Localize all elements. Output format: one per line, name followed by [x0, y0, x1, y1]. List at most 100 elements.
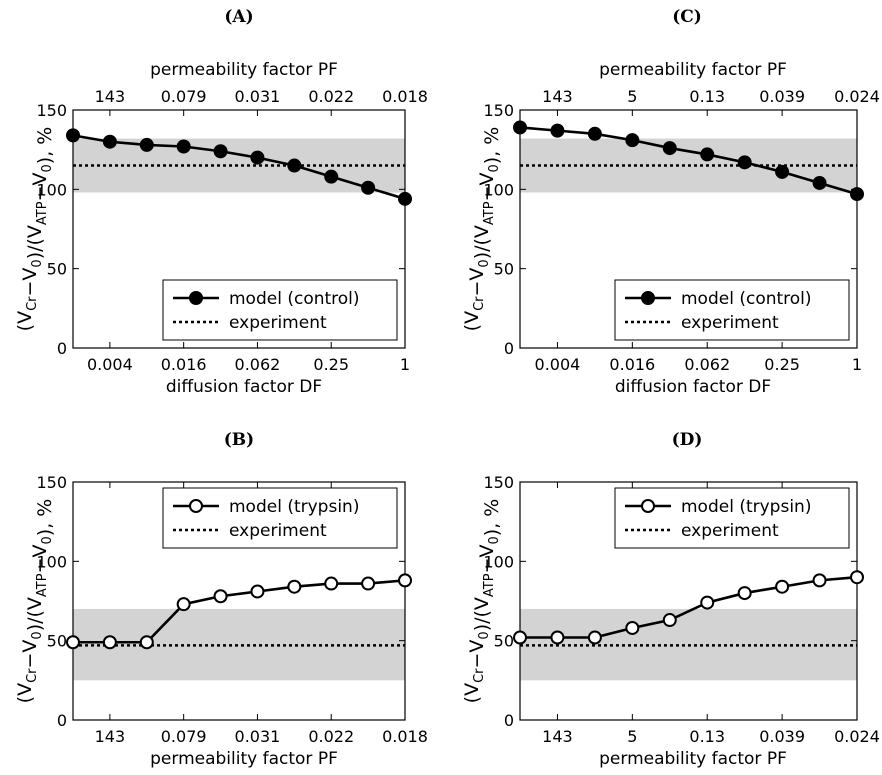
data-point	[587, 126, 602, 141]
data-point	[812, 573, 827, 588]
y-axis-title-subscript: 0	[487, 536, 502, 544]
data-point	[625, 620, 640, 635]
y-axis-title-part: (V	[14, 311, 36, 331]
y-tick-label: 50	[47, 260, 67, 279]
plot-frame	[519, 481, 858, 721]
y-tick-label: 50	[494, 632, 514, 651]
x-tick-label: 0.079	[161, 727, 207, 746]
plot-frame	[72, 109, 406, 349]
data-point	[287, 579, 302, 594]
y-axis-title-part: )/(V	[471, 597, 493, 631]
x-tick-label: 0.25	[764, 355, 800, 374]
plot-frame	[72, 481, 406, 721]
y-axis-title-part: (V	[461, 311, 483, 331]
y-axis-title-part: )/(V	[24, 597, 46, 631]
y-tick-label: 100	[36, 180, 67, 199]
legend-marker-model	[189, 291, 203, 305]
data-point	[513, 120, 527, 135]
y-axis-title-part: −V	[19, 640, 41, 669]
x-tick-label: 0.024	[834, 727, 880, 746]
x-tick-label: 0.25	[313, 355, 349, 374]
x-tick-label: 0.13	[689, 727, 725, 746]
x-tick-label: 1	[852, 355, 862, 374]
data-point	[324, 576, 339, 591]
legend-marker-model	[641, 291, 655, 305]
y-axis-title-subscript: 0	[30, 631, 45, 639]
legend-box	[614, 487, 850, 549]
y-tick-label: 50	[494, 260, 514, 279]
x-axis-title: permeability factor PF	[599, 749, 787, 769]
data-point	[66, 128, 80, 143]
series-line	[519, 126, 858, 196]
top-axis-title: permeability factor PF	[150, 60, 338, 80]
legend-label-experiment: experiment	[229, 521, 327, 541]
data-point	[102, 635, 117, 650]
top-x-tick-label: 0.024	[834, 87, 880, 106]
y-tick-label: 100	[36, 552, 67, 571]
y-axis-title-part: −V	[29, 172, 51, 201]
data-point	[176, 597, 191, 612]
legend-box	[162, 487, 398, 549]
y-axis-title: (VCr−V0)/(VATP−V0), %	[14, 127, 56, 332]
top-axis-title: permeability factor PF	[599, 60, 787, 80]
series-line	[73, 579, 406, 644]
y-axis-title-part: ), %	[34, 127, 56, 165]
y-axis-title-subscript: 0	[487, 164, 502, 172]
legend-label-experiment: experiment	[681, 521, 779, 541]
data-point	[775, 164, 790, 179]
x-axis-title: permeability factor PF	[150, 749, 338, 769]
series-line	[520, 575, 858, 639]
top-x-tick-label: 0.079	[161, 87, 207, 106]
data-point	[850, 187, 864, 202]
data-point	[213, 144, 228, 159]
legend-label-model: model (control)	[229, 289, 360, 309]
legend-label-model: model (control)	[681, 289, 812, 309]
x-tick-label: 1	[400, 355, 410, 374]
y-axis-title-part: ), %	[481, 499, 503, 537]
y-tick-label: 150	[36, 473, 67, 492]
top-x-tick-label: 0.039	[759, 87, 805, 106]
x-tick-label: 0.031	[235, 727, 281, 746]
top-x-tick-label: 0.018	[382, 87, 428, 106]
data-point	[737, 155, 752, 170]
y-tick-label: 50	[47, 632, 67, 651]
data-point	[250, 584, 265, 599]
data-point	[250, 150, 265, 165]
data-point	[737, 586, 752, 601]
y-axis-title-part: −V	[476, 544, 498, 573]
data-point	[324, 169, 339, 184]
data-point	[398, 191, 412, 206]
y-tick-label: 0	[57, 711, 67, 730]
data-point	[139, 137, 154, 152]
y-axis-title-subscript: ATP	[482, 201, 497, 225]
legend-marker-model	[641, 499, 655, 513]
x-tick-label: 0.039	[759, 727, 805, 746]
x-tick-label: 143	[95, 727, 126, 746]
data-point	[513, 630, 527, 645]
x-tick-label: 0.062	[235, 355, 281, 374]
y-axis-title-part: −V	[466, 268, 488, 297]
y-axis-title-subscript: ATP	[482, 573, 497, 597]
y-axis-title: (VCr−V0)/(VATP−V0), %	[461, 127, 503, 332]
x-tick-label: 0.016	[609, 355, 655, 374]
data-point	[176, 139, 191, 154]
x-tick-label: 0.004	[87, 355, 133, 374]
x-axis-title: diffusion factor DF	[615, 377, 771, 397]
top-x-tick-label: 143	[542, 87, 573, 106]
y-axis-title-subscript: 0	[40, 164, 55, 172]
data-point	[812, 175, 827, 190]
legend-label-experiment: experiment	[681, 313, 779, 333]
y-axis-title-subscript: ATP	[35, 573, 50, 597]
data-point	[213, 589, 228, 604]
top-x-tick-label: 5	[627, 87, 637, 106]
legend-box	[162, 279, 398, 341]
y-tick-label: 100	[483, 552, 514, 571]
data-point	[700, 147, 715, 162]
x-tick-label: 0.022	[308, 727, 354, 746]
top-x-tick-label: 0.031	[235, 87, 281, 106]
y-axis-title-part: )/(V	[24, 225, 46, 259]
legend-label-model: model (trypsin)	[229, 497, 359, 517]
